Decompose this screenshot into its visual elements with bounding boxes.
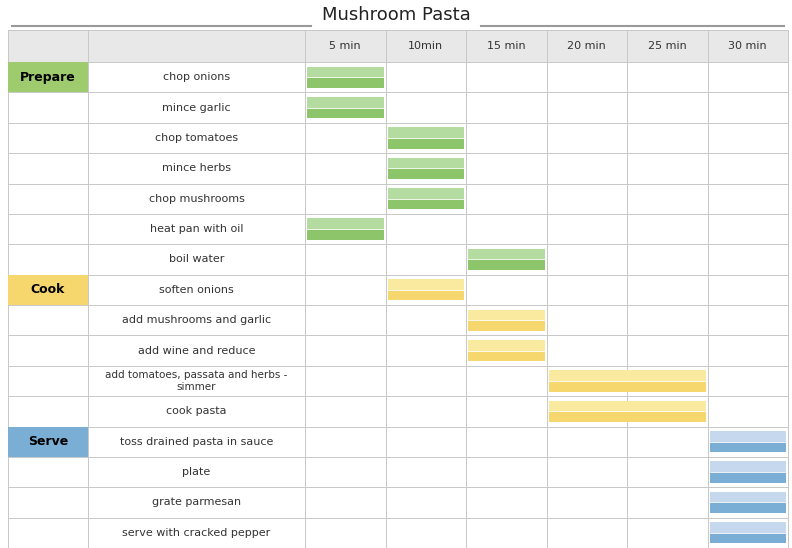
Bar: [710, 472, 786, 483]
Text: Cook: Cook: [31, 283, 65, 296]
Bar: [387, 279, 464, 290]
Bar: [307, 77, 383, 88]
Bar: [307, 229, 383, 239]
Bar: [387, 199, 464, 209]
Bar: [710, 533, 786, 544]
Bar: [387, 138, 464, 149]
Text: 15 min: 15 min: [487, 41, 526, 51]
Bar: [710, 503, 786, 513]
Text: 25 min: 25 min: [648, 41, 687, 51]
Bar: [387, 158, 464, 168]
Bar: [710, 461, 786, 472]
Text: boil water: boil water: [169, 254, 224, 265]
Text: plate: plate: [182, 467, 211, 477]
Text: soften onions: soften onions: [159, 285, 234, 295]
Text: add tomatoes, passata and herbs -
simmer: add tomatoes, passata and herbs - simmer: [105, 370, 287, 392]
Bar: [468, 320, 545, 331]
Bar: [387, 290, 464, 300]
Bar: [387, 168, 464, 179]
Text: 10min: 10min: [408, 41, 444, 51]
Text: chop mushrooms: chop mushrooms: [149, 193, 245, 204]
Text: add wine and reduce: add wine and reduce: [138, 346, 255, 356]
Bar: [468, 249, 545, 259]
Bar: [8, 426, 88, 457]
Bar: [8, 30, 788, 62]
Text: serve with cracked pepper: serve with cracked pepper: [123, 528, 271, 538]
Text: mince garlic: mince garlic: [162, 102, 230, 112]
Text: add mushrooms and garlic: add mushrooms and garlic: [122, 315, 271, 325]
Bar: [307, 107, 383, 118]
Text: 20 min: 20 min: [567, 41, 606, 51]
Text: Mushroom Pasta: Mushroom Pasta: [322, 6, 470, 24]
Bar: [307, 66, 383, 77]
Bar: [710, 442, 786, 452]
Text: Prepare: Prepare: [20, 71, 76, 84]
Bar: [549, 412, 706, 422]
Text: 30 min: 30 min: [729, 41, 767, 51]
Text: heat pan with oil: heat pan with oil: [150, 224, 243, 234]
Bar: [8, 275, 88, 305]
Text: 5 min: 5 min: [329, 41, 361, 51]
Bar: [307, 97, 383, 107]
Bar: [8, 62, 88, 93]
Text: chop onions: chop onions: [163, 72, 230, 82]
Bar: [307, 219, 383, 229]
Bar: [468, 340, 545, 351]
Bar: [710, 522, 786, 533]
Text: Serve: Serve: [28, 435, 68, 448]
Bar: [549, 401, 706, 412]
Bar: [468, 351, 545, 361]
Bar: [468, 259, 545, 270]
Text: grate parmesan: grate parmesan: [152, 498, 241, 507]
Text: toss drained pasta in sauce: toss drained pasta in sauce: [120, 437, 273, 447]
Bar: [549, 381, 706, 392]
Text: cook pasta: cook pasta: [166, 406, 227, 416]
Bar: [387, 188, 464, 199]
Bar: [549, 370, 706, 381]
Bar: [710, 431, 786, 442]
Text: chop tomatoes: chop tomatoes: [155, 133, 238, 143]
Bar: [387, 127, 464, 138]
Bar: [710, 492, 786, 503]
Text: mince herbs: mince herbs: [162, 163, 231, 173]
Bar: [468, 310, 545, 320]
